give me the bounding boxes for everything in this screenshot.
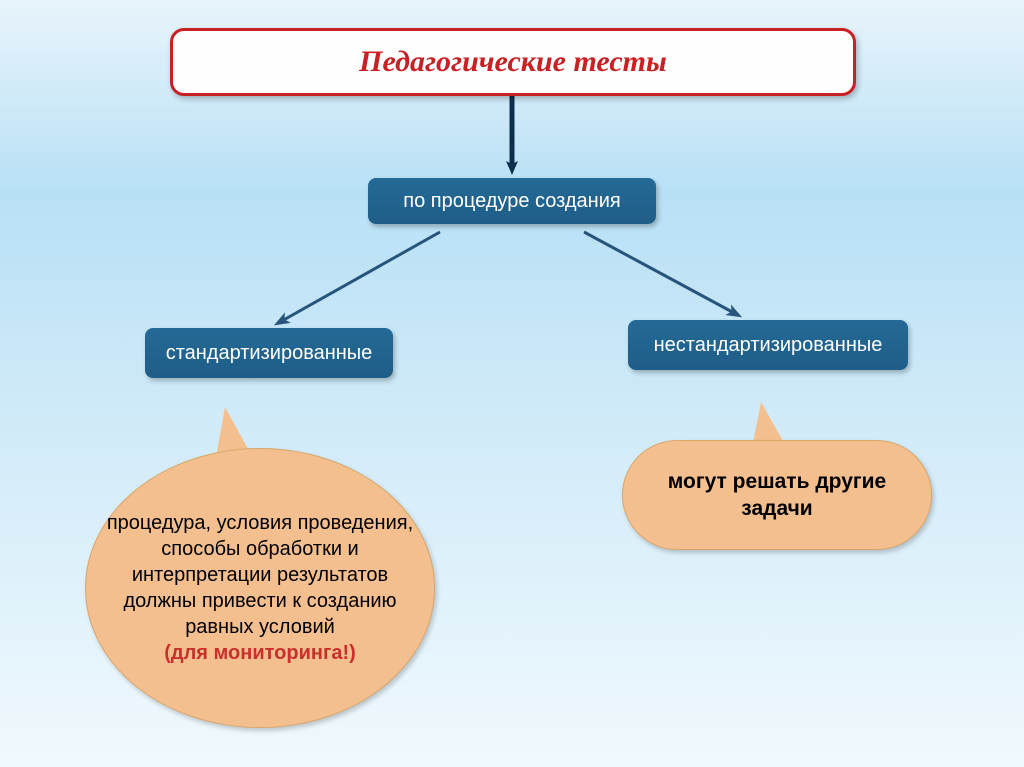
callout-left: процедура, условия проведения, способы о… [85,448,435,728]
callout2-text: могут решать другие задачи [643,468,911,523]
left-node: стандартизированные [145,328,393,378]
callout1-highlight: (для мониторинга!) [164,642,356,664]
right-label: нестандартизированные [654,334,883,357]
center-label: по процедуре создания [403,190,620,213]
callout1-body: процедура, условия проведения, способы о… [107,512,413,638]
callout1-content: процедура, условия проведения, способы о… [106,510,414,666]
title-box: Педагогические тесты [170,28,856,96]
left-label: стандартизированные [166,342,373,365]
center-node: по процедуре создания [368,178,656,224]
right-node: нестандартизированные [628,320,908,370]
title-text: Педагогические тесты [359,45,667,79]
callout-right: могут решать другие задачи [622,440,932,550]
